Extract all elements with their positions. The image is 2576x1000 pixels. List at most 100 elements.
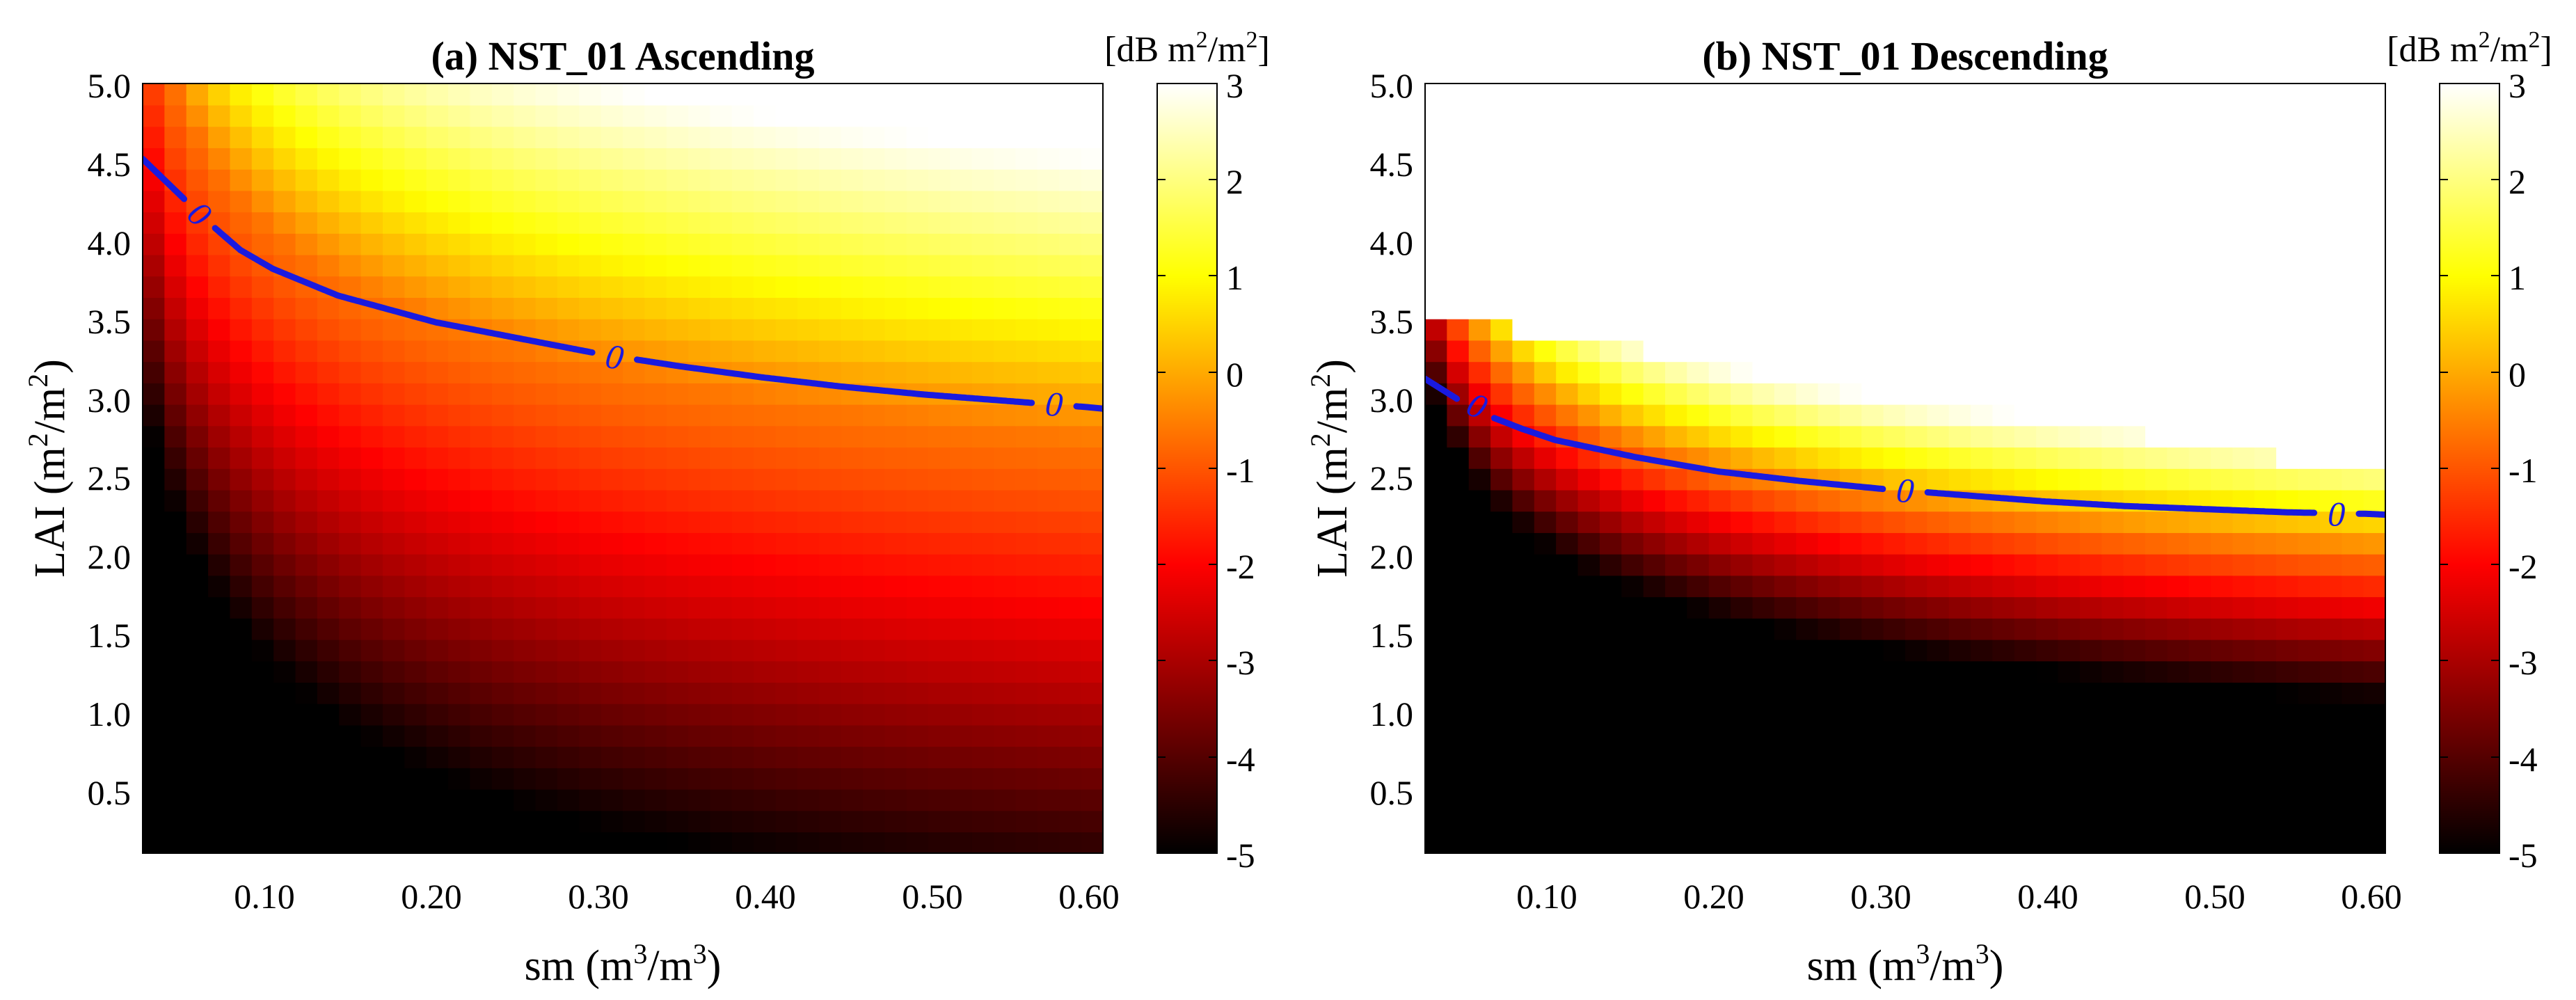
heatmap-cell bbox=[688, 532, 711, 555]
heatmap-cell bbox=[1708, 575, 1731, 598]
heatmap-cell bbox=[2276, 553, 2299, 576]
heatmap-cell bbox=[2014, 724, 2037, 747]
heatmap-cell bbox=[186, 746, 209, 768]
heatmap-cell bbox=[404, 254, 427, 277]
heatmap-cell bbox=[448, 810, 471, 833]
heatmap-cell bbox=[579, 168, 602, 191]
heatmap-cell bbox=[426, 768, 449, 790]
heatmap-cell bbox=[1556, 553, 1579, 576]
heatmap-cell bbox=[1883, 768, 1906, 790]
heatmap-cell bbox=[1774, 682, 1797, 704]
heatmap-cell bbox=[1081, 425, 1103, 448]
heatmap-cell bbox=[710, 212, 733, 234]
heatmap-cell bbox=[1665, 768, 1688, 790]
heatmap-cell bbox=[1687, 596, 1710, 619]
heatmap-cell bbox=[404, 276, 427, 299]
heatmap-cell bbox=[971, 126, 994, 148]
heatmap-cell bbox=[2101, 84, 2124, 106]
heatmap-cell bbox=[971, 340, 994, 363]
heatmap-cell bbox=[317, 168, 340, 191]
heatmap-cell bbox=[2254, 148, 2277, 170]
heatmap-cell bbox=[2342, 596, 2364, 619]
heatmap-cell bbox=[251, 212, 274, 234]
heatmap-cell bbox=[295, 148, 318, 170]
heatmap-cell bbox=[295, 832, 318, 853]
heatmap-cell bbox=[1948, 832, 1971, 853]
heatmap-cell bbox=[994, 489, 1017, 512]
heatmap-cell bbox=[1708, 84, 1731, 106]
heatmap-cell bbox=[1861, 447, 1884, 469]
heatmap-cell bbox=[2188, 212, 2211, 234]
heatmap-cell bbox=[1447, 810, 1470, 833]
heatmap-cell bbox=[971, 553, 994, 576]
heatmap-cell bbox=[143, 318, 166, 341]
heatmap-cell bbox=[1905, 810, 1928, 833]
heatmap-cell bbox=[1971, 682, 1994, 704]
heatmap-cell bbox=[1992, 810, 2015, 833]
heatmap-cell bbox=[295, 425, 318, 448]
heatmap-cell bbox=[1447, 489, 1470, 512]
heatmap-cell bbox=[1687, 768, 1710, 790]
heatmap-cell bbox=[1425, 746, 1448, 768]
heatmap-cell bbox=[994, 810, 1017, 833]
heatmap-cell bbox=[2232, 190, 2255, 213]
heatmap-cell bbox=[819, 639, 842, 662]
heatmap-cell bbox=[360, 361, 383, 383]
heatmap-cell bbox=[1839, 489, 1863, 512]
heatmap-cell bbox=[426, 618, 449, 640]
heatmap-cell bbox=[950, 682, 973, 704]
heatmap-cell bbox=[1621, 596, 1644, 619]
heatmap-cell bbox=[1708, 553, 1731, 576]
heatmap-cell bbox=[295, 618, 318, 640]
heatmap-cell bbox=[950, 832, 973, 853]
heatmap-cell bbox=[884, 682, 907, 704]
heatmap-cell bbox=[514, 810, 536, 833]
heatmap-cell bbox=[164, 212, 187, 234]
heatmap-cell bbox=[1752, 810, 1775, 833]
heatmap-cell bbox=[1839, 168, 1863, 191]
heatmap-cell bbox=[426, 233, 449, 255]
heatmap-cell bbox=[2036, 660, 2059, 683]
heatmap-cell bbox=[295, 361, 318, 383]
heatmap-cell bbox=[623, 148, 646, 170]
heatmap-cell bbox=[2319, 746, 2343, 768]
heatmap-cell bbox=[2167, 703, 2190, 726]
heatmap-cell bbox=[775, 618, 798, 640]
heatmap-cell bbox=[2079, 703, 2103, 726]
heatmap-cell bbox=[208, 618, 231, 640]
heatmap-cell bbox=[164, 810, 187, 833]
heatmap-cell bbox=[1577, 511, 1600, 533]
heatmap-cell bbox=[295, 447, 318, 469]
heatmap-cell bbox=[1059, 383, 1082, 405]
heatmap-cell bbox=[273, 190, 296, 213]
heatmap-cell bbox=[623, 810, 646, 833]
heatmap-cell bbox=[863, 596, 886, 619]
heatmap-cell bbox=[1512, 832, 1535, 853]
heatmap-cell bbox=[2211, 596, 2234, 619]
heatmap-cell bbox=[535, 746, 558, 768]
heatmap-cell bbox=[143, 404, 166, 427]
heatmap-cell bbox=[2058, 618, 2081, 640]
heatmap-cell bbox=[1687, 340, 1710, 363]
heatmap-cell bbox=[1577, 746, 1600, 768]
heatmap-cell bbox=[1556, 703, 1579, 726]
heatmap-cell bbox=[470, 788, 493, 811]
heatmap-cell bbox=[383, 489, 406, 512]
heatmap-cell bbox=[863, 532, 886, 555]
heatmap-cell bbox=[1081, 340, 1103, 363]
heatmap-cell bbox=[2036, 148, 2059, 170]
heatmap-cell bbox=[1425, 468, 1448, 491]
heatmap-cell bbox=[1621, 553, 1644, 576]
heatmap-cell bbox=[2036, 553, 2059, 576]
heatmap-cell bbox=[731, 404, 754, 427]
heatmap-cell bbox=[404, 233, 427, 255]
heatmap-cell bbox=[2232, 618, 2255, 640]
heatmap-cell bbox=[186, 682, 209, 704]
heatmap-cell bbox=[535, 190, 558, 213]
heatmap-cell bbox=[1037, 254, 1060, 277]
heatmap-cell bbox=[2254, 575, 2277, 598]
heatmap-cell bbox=[2319, 724, 2343, 747]
heatmap-cell bbox=[819, 254, 842, 277]
heatmap-cell bbox=[448, 511, 471, 533]
x-tick-label: 0.30 bbox=[568, 877, 629, 916]
